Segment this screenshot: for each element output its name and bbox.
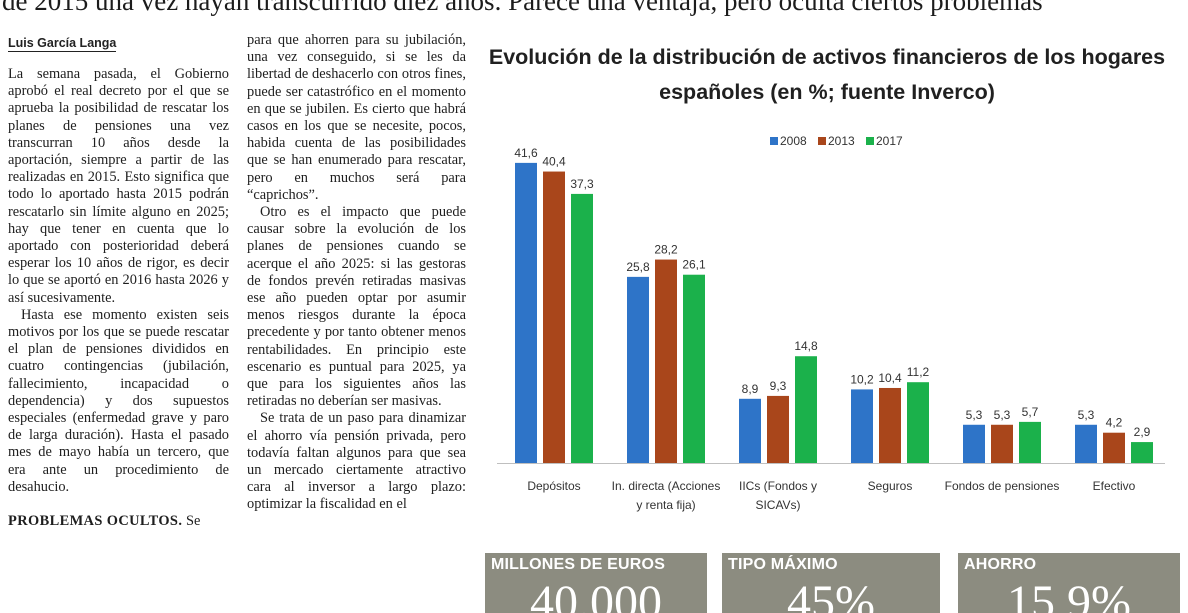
data-label: 8,9	[742, 382, 759, 396]
data-label: 2,9	[1134, 425, 1151, 439]
paragraph: para que ahorren para su jubilación, una…	[247, 32, 466, 203]
data-label: 5,3	[994, 408, 1011, 422]
data-label: 10,2	[850, 372, 874, 386]
bar	[655, 259, 677, 463]
bar	[627, 276, 649, 463]
category-label: y renta fija)	[636, 498, 695, 512]
paragraph-start: Se	[185, 513, 201, 530]
bar	[767, 395, 789, 463]
data-label: 5,7	[1022, 405, 1039, 419]
bar	[963, 424, 985, 463]
legend-label: 2017	[876, 134, 903, 148]
stat-box-label: TIPO MÁXIMO	[728, 556, 838, 573]
legend-label: 2013	[828, 134, 855, 148]
data-label: 5,3	[966, 408, 983, 422]
article-headline: de 2015 una vez hayan transcurrido diez …	[2, 0, 1043, 16]
paragraph: Hasta ese momento existen seis motivos p…	[8, 306, 229, 495]
category-label: In. directa (Acciones	[612, 479, 721, 493]
bar	[907, 382, 929, 463]
stat-box-ahorro: AHORRO 15,9%	[958, 553, 1180, 613]
bar	[571, 193, 593, 463]
stat-box-value: 40.000	[530, 576, 662, 613]
category-label: Efectivo	[1093, 479, 1136, 493]
data-label: 14,8	[794, 339, 818, 353]
stat-box-value: 45%	[787, 576, 875, 613]
data-label: 11,2	[907, 365, 930, 379]
section-subhead: PROBLEMAS OCULTOS.	[8, 513, 183, 530]
stat-box-value: 15,9%	[1007, 576, 1131, 613]
bar	[795, 356, 817, 463]
bar	[1075, 424, 1097, 463]
bar	[851, 389, 873, 463]
paragraph: Otro es el impacto que puede causar sobr…	[247, 204, 466, 410]
bar	[683, 274, 705, 463]
bar-chart-svg: 2008 2013 2017 41,6 40,4 37,3 Depósitos 25,8 28,…	[497, 134, 1165, 512]
data-label: 10,4	[878, 371, 902, 385]
category-label: Seguros	[868, 479, 913, 493]
data-label: 41,6	[514, 146, 538, 160]
chart-title: Evolución de la distribución de activos …	[488, 45, 1166, 104]
bar	[543, 171, 565, 464]
legend-swatch	[770, 137, 778, 145]
asset-distribution-chart: Evolución de la distribución de activos …	[487, 40, 1167, 530]
bar	[991, 424, 1013, 463]
data-label: 37,3	[570, 177, 594, 191]
legend-swatch	[818, 137, 826, 145]
data-label: 26,1	[682, 258, 706, 272]
data-label: 4,2	[1106, 416, 1123, 430]
article-column-1: La semana pasada, el Gobierno aprobó el …	[8, 66, 229, 530]
data-label: 9,3	[770, 379, 787, 393]
legend-swatch	[866, 137, 874, 145]
paragraph: Se trata de un paso para dinamizar el ah…	[247, 410, 466, 513]
paragraph: La semana pasada, el Gobierno aprobó el …	[8, 66, 229, 306]
data-label: 5,3	[1078, 408, 1095, 422]
article-column-2: para que ahorren para su jubilación, una…	[247, 32, 466, 514]
bar	[739, 398, 761, 463]
category-label: Depósitos	[527, 479, 580, 493]
bar	[879, 387, 901, 463]
category-label: Fondos de pensiones	[945, 479, 1060, 493]
data-label: 40,4	[542, 155, 566, 169]
bar	[1103, 432, 1125, 463]
author-byline: Luis García Langa	[8, 36, 117, 52]
stat-box-tipo-maximo: TIPO MÁXIMO 45%	[722, 553, 940, 613]
stat-box-label: MILLONES DE EUROS	[491, 556, 666, 573]
bar	[1131, 442, 1153, 463]
bar	[1019, 421, 1041, 463]
bar	[515, 162, 537, 463]
stat-box-millones: MILLONES DE EUROS 40.000	[485, 553, 707, 613]
legend-label: 2008	[780, 134, 807, 148]
data-label: 25,8	[626, 260, 650, 274]
stat-box-label: AHORRO	[964, 556, 1037, 573]
paragraph: PROBLEMAS OCULTOS. Se	[8, 513, 229, 530]
category-label: IICs (Fondos y	[739, 479, 817, 493]
data-label: 28,2	[654, 243, 678, 257]
category-label: SICAVs)	[755, 498, 800, 512]
